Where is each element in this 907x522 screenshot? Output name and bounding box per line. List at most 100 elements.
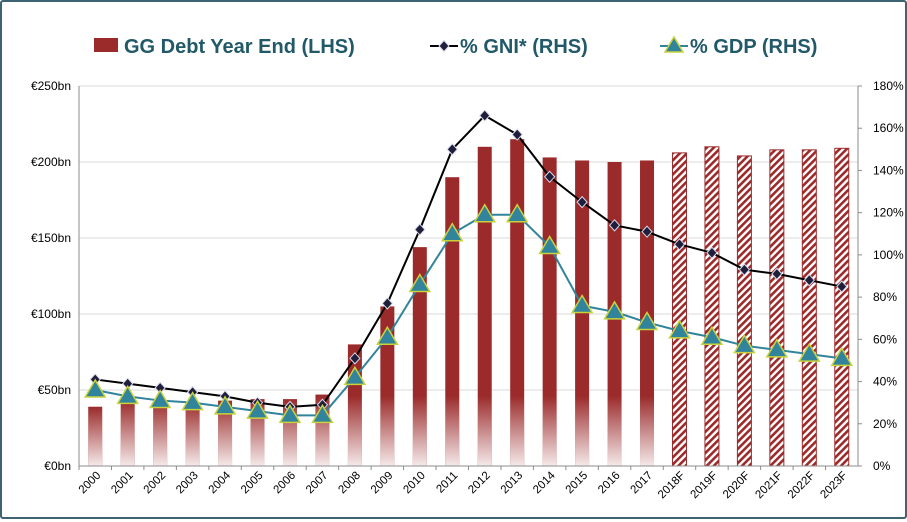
legend-label: % GNI* (RHS): [460, 36, 588, 58]
debt-bar: [736, 155, 752, 467]
debt-bar-fade: [575, 396, 590, 466]
gni-point: [446, 143, 458, 156]
gni-point: [771, 267, 783, 281]
gni-point: [479, 109, 491, 122]
debt-bar-fade: [542, 396, 557, 466]
gni-point: [576, 195, 588, 209]
left-tick-label: €100bn: [31, 307, 71, 321]
gdp-point: [830, 346, 854, 367]
debt-bar: [704, 146, 720, 467]
x-tick-label: 2008: [336, 470, 363, 497]
gni-point: [803, 273, 815, 287]
gdp-point: [473, 203, 497, 223]
gni-point: [738, 263, 751, 276]
debt-bar-fade: [445, 396, 460, 466]
gdp-point: [246, 399, 269, 419]
x-tick-label: 2006: [272, 470, 299, 497]
left-tick-label: €150bn: [31, 231, 71, 245]
right-tick-label: 160%: [873, 121, 904, 135]
gdp-point: [181, 391, 204, 411]
gdp-point: [635, 310, 659, 331]
gdp-point: [343, 365, 367, 386]
gni-point: [641, 225, 653, 238]
x-tick-label: 2022F: [786, 470, 818, 502]
gdp-point: [668, 319, 691, 339]
x-tick-label: 2009: [369, 470, 396, 497]
gdp-point: [376, 325, 399, 345]
gni-point: [381, 297, 394, 310]
gdp-point: [733, 334, 756, 354]
debt-bar-fade: [347, 396, 362, 466]
left-tick-label: €250bn: [31, 79, 71, 93]
x-tick-label: 2004: [207, 469, 234, 496]
debt-bar-fade: [88, 406, 103, 466]
right-tick-label: 80%: [873, 290, 897, 304]
right-tick-label: 180%: [873, 79, 904, 93]
x-tick-label: 2007: [304, 470, 331, 497]
gni-point: [608, 219, 621, 232]
legend-swatch-debt: [94, 38, 118, 52]
x-tick-label: 2014: [531, 469, 558, 496]
right-tick-label: 60%: [873, 332, 897, 346]
debt-bar: [834, 147, 850, 467]
debt-bar-fade: [640, 396, 655, 466]
x-tick-label: 2001: [109, 470, 136, 497]
debt-bar-fade: [185, 402, 200, 466]
legend-marker-diamond: [438, 39, 450, 53]
debt-bar-fade: [120, 400, 135, 466]
gdp-point: [116, 384, 139, 405]
gridlines: [79, 85, 858, 391]
line-1: [95, 114, 842, 408]
debt-bar: [542, 157, 557, 466]
legend-label: % GDP (RHS): [690, 36, 817, 58]
right-tick-label: 120%: [873, 206, 904, 220]
debt-bar: [769, 149, 785, 467]
x-tick-label: 2003: [174, 470, 201, 497]
gni-point: [706, 246, 718, 260]
right-tick-label: 100%: [873, 248, 904, 262]
gdp-point: [311, 403, 334, 424]
right-tick-label: 140%: [873, 163, 904, 177]
x-tick-label: 2002: [142, 470, 169, 497]
legend: GG Debt Year End (LHS) % GNI* (RHS) % GDP …: [94, 35, 817, 58]
gni-point: [349, 352, 361, 365]
x-tick-label: 2010: [401, 470, 428, 497]
x-tick-label: 2016: [596, 470, 623, 497]
x-tick-label: 2020F: [721, 470, 753, 502]
right-tick-label: 40%: [873, 375, 897, 389]
x-tick-label: 2018F: [656, 470, 688, 502]
x-tick-label: 2023F: [818, 470, 850, 502]
gdp-point: [798, 342, 821, 362]
x-tick-label: 2012: [466, 470, 493, 497]
gdp-point: [700, 325, 724, 345]
debt-bar-fade: [380, 396, 395, 466]
x-tick-label: 2013: [499, 470, 526, 497]
gni-point: [414, 223, 426, 236]
debt-bar: [445, 177, 460, 466]
debt-bar-fade: [510, 396, 525, 466]
gdp-point: [408, 272, 432, 293]
legend-label: GG Debt Year End (LHS): [124, 36, 355, 58]
gdp-point: [570, 294, 594, 314]
gdp-point: [603, 300, 626, 320]
line-series: [83, 109, 854, 424]
gdp-point: [440, 222, 464, 242]
gdp-point: [538, 234, 561, 255]
debt-bar: [801, 149, 817, 467]
x-tick-label: 2011: [434, 470, 460, 496]
x-tick-label: 2015: [564, 470, 591, 497]
left-tick-label: €50bn: [38, 383, 71, 397]
bar-series: [88, 139, 850, 467]
x-tick-label: 2019F: [689, 470, 721, 502]
debt-bar-fade: [218, 400, 233, 466]
x-tick-label: 2005: [239, 470, 266, 497]
gni-point: [673, 238, 686, 251]
gdp-point: [148, 389, 172, 409]
line-2: [95, 213, 842, 417]
debt-bar-fade: [153, 400, 168, 466]
gdp-point: [213, 395, 237, 415]
legend-marker-triangle: [663, 35, 685, 53]
x-tick-label: 2017: [629, 470, 656, 497]
gni-point: [836, 280, 848, 293]
